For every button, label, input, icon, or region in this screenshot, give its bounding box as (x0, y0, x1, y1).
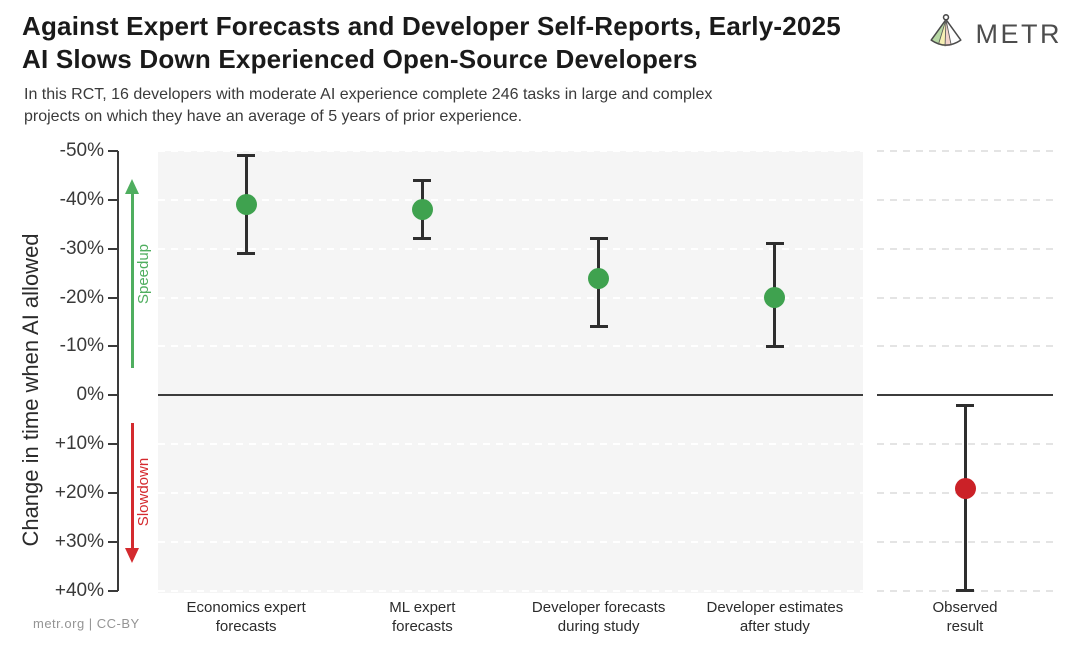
gridline (877, 198, 1053, 201)
error-bar-cap-bottom (765, 344, 784, 348)
y-axis-tick (108, 492, 118, 495)
zero-line (877, 394, 1053, 397)
metr-fan-icon (925, 12, 967, 57)
y-tick-label: +10% (54, 433, 104, 455)
error-bar-cap-bottom (589, 325, 608, 329)
error-bar-cap-bottom (237, 252, 256, 256)
x-axis-label: Economics expert forecasts (186, 598, 306, 636)
y-tick-label: -10% (59, 335, 104, 357)
error-bar-cap-bottom (956, 589, 974, 593)
gridline (158, 589, 863, 592)
y-axis-tick (108, 394, 118, 397)
credit-footer: metr.org | CC-BY (33, 616, 140, 631)
y-tick-label: +20% (54, 482, 104, 504)
metr-logo-text: METR (975, 19, 1062, 49)
gridline (158, 492, 863, 495)
y-axis-tick (108, 589, 118, 592)
gridline (158, 296, 863, 299)
error-bar-cap-top (237, 154, 256, 158)
error-bar-cap-top (765, 242, 784, 246)
speedup-arrow-line (130, 192, 134, 368)
error-bar-cap-bottom (413, 237, 432, 241)
y-axis-tick (108, 540, 118, 543)
y-axis-spine (117, 151, 119, 591)
y-axis-tick (108, 345, 118, 348)
data-point (764, 287, 786, 309)
gridline (158, 150, 863, 152)
error-bar-cap-top (589, 237, 608, 241)
slowdown-arrow-icon (125, 548, 139, 563)
x-axis-label: Observed result (932, 598, 998, 636)
gridline (158, 247, 863, 250)
gridline (877, 345, 1053, 348)
gridline (158, 540, 863, 543)
y-tick-label: -40% (59, 188, 104, 210)
speedup-label: Speedup (135, 243, 152, 305)
y-tick-label: -30% (59, 237, 104, 259)
y-axis-tick (108, 198, 118, 201)
metr-logo: METR (925, 12, 1063, 57)
subtitle: In this RCT, 16 developers with moderate… (24, 86, 713, 125)
zero-line (158, 394, 863, 397)
x-axis-label: Developer forecasts during study (531, 598, 666, 636)
data-point (588, 267, 610, 289)
gridline (158, 345, 863, 348)
page-title: Against Expert Forecasts and Developer S… (22, 11, 841, 74)
x-axis-label: Developer estimates after study (706, 598, 844, 636)
data-point (954, 477, 976, 499)
x-axis-label: ML expert forecasts (389, 598, 456, 636)
y-axis-tick (108, 296, 118, 299)
y-tick-label: 0% (76, 384, 104, 406)
data-point (235, 194, 257, 216)
slowdown-arrow-line (130, 423, 134, 549)
gridline (158, 198, 863, 201)
y-tick-label: -20% (59, 286, 104, 308)
gridline (877, 150, 1053, 152)
gridline (877, 296, 1053, 299)
y-axis-tick (108, 150, 118, 152)
slowdown-label: Slowdown (135, 457, 152, 527)
speedup-arrow-icon (125, 179, 139, 194)
y-tick-label: +30% (54, 530, 104, 552)
chart-panel (158, 151, 863, 593)
y-tick-label: -50% (59, 140, 104, 161)
error-bar-cap-top (413, 178, 432, 182)
y-tick-label: +40% (54, 579, 104, 601)
y-axis-tick (108, 247, 118, 250)
gridline (877, 247, 1053, 250)
data-point (411, 199, 433, 221)
gridline (158, 443, 863, 446)
y-axis-tick (108, 443, 118, 446)
error-bar-cap-top (956, 403, 974, 407)
